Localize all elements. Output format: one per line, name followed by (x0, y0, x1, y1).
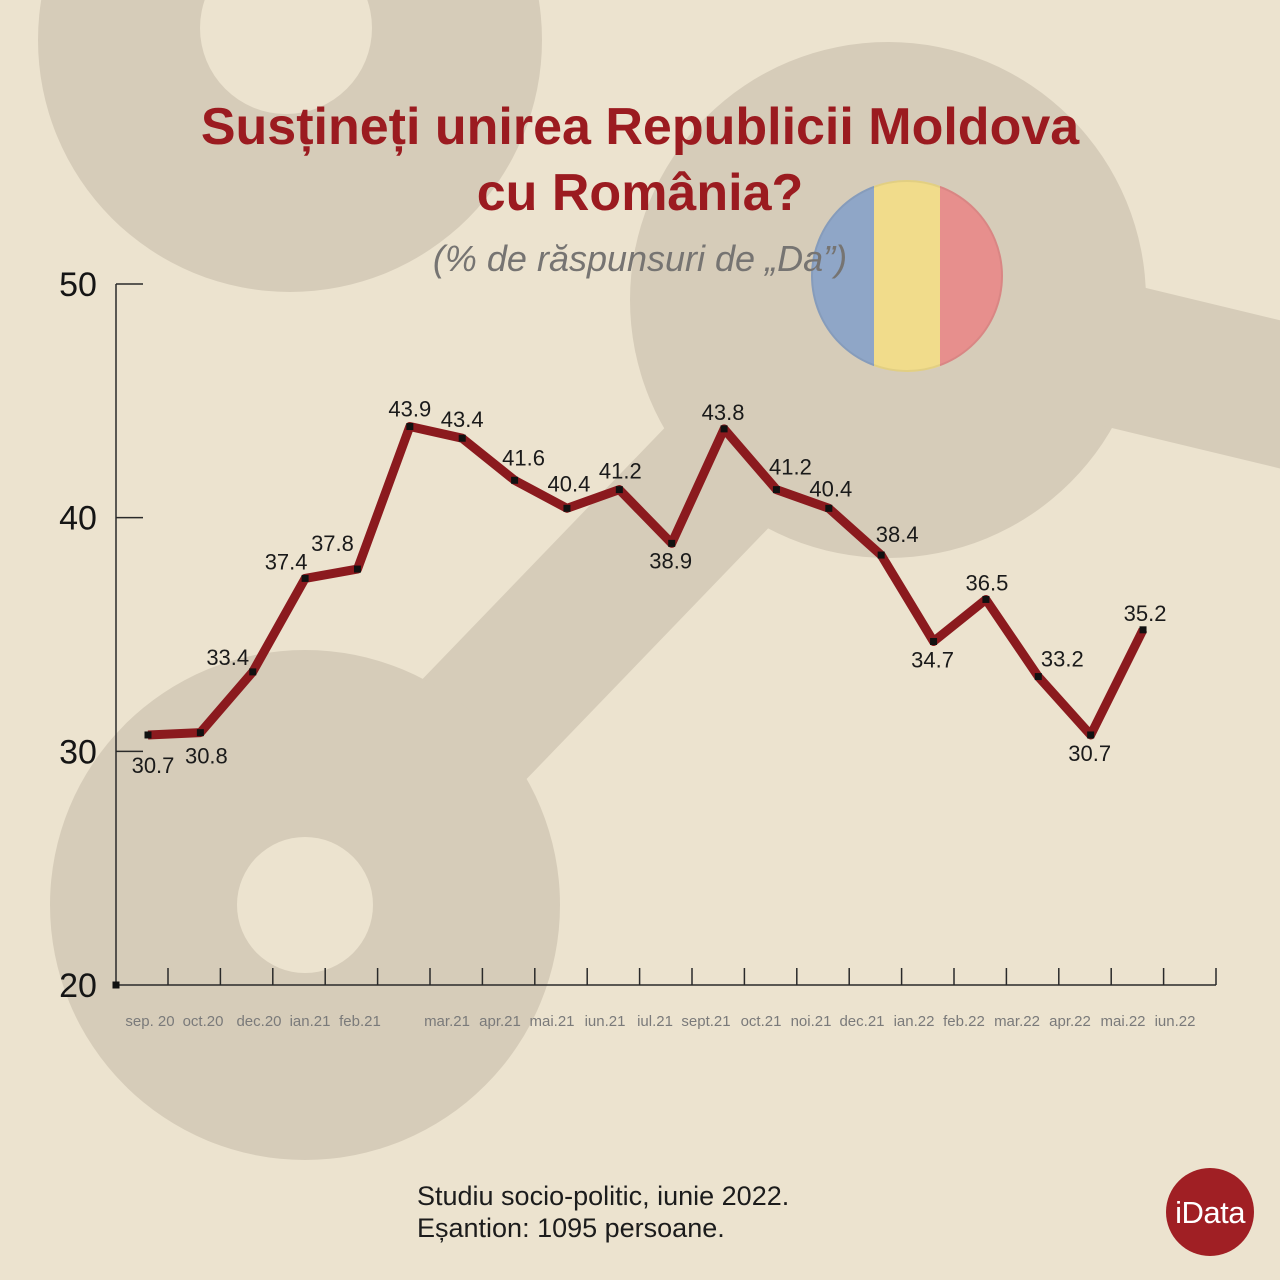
axis-origin-marker (112, 981, 120, 989)
data-point (196, 729, 204, 737)
x-tick-label: iun.21 (585, 1013, 626, 1030)
y-tick-label: 50 (59, 266, 97, 304)
x-tick-label: apr.22 (1049, 1013, 1091, 1030)
data-label: 38.9 (649, 548, 692, 573)
x-tick-label: sept.21 (681, 1013, 730, 1030)
data-label: 34.7 (911, 648, 954, 673)
x-tick-label: feb.21 (339, 1013, 381, 1030)
data-point (1034, 673, 1042, 681)
data-label: 33.4 (206, 645, 249, 670)
data-label: 41.2 (599, 459, 642, 484)
data-point (930, 638, 938, 646)
x-tick-label: iul.21 (637, 1013, 673, 1030)
data-point (772, 486, 780, 494)
x-tick-label: ian.21 (290, 1013, 331, 1030)
data-points (144, 423, 1147, 739)
series-line (147, 422, 1148, 740)
data-point (615, 486, 623, 494)
flag-rim (811, 180, 1003, 372)
data-label: 37.8 (311, 531, 354, 556)
data-point (825, 504, 833, 512)
chart-title-line-2: cu România? (476, 164, 804, 222)
x-tick-label: oct.20 (183, 1013, 224, 1030)
y-tick-label: 30 (59, 733, 97, 771)
decor-hole-top-left (200, 0, 372, 114)
x-tick-label: mar.21 (424, 1013, 470, 1030)
data-label: 33.2 (1041, 647, 1084, 672)
x-tick-label: sep. 20 (125, 1013, 174, 1030)
x-tick-label: dec.21 (839, 1013, 884, 1030)
data-label: 43.9 (388, 397, 431, 422)
data-point (144, 731, 152, 739)
data-label: 30.8 (185, 744, 228, 769)
data-label: 40.4 (548, 471, 591, 496)
romania-flag-icon (811, 180, 1003, 372)
data-label: 30.7 (1068, 741, 1111, 766)
data-point (458, 434, 466, 442)
x-tick-label: ian.22 (894, 1013, 935, 1030)
x-tick-label: iun.22 (1155, 1013, 1196, 1030)
x-axis-labels: sep. 20 oct.20 dec.20 ian.21 feb.21 mar.21 apr… (125, 1013, 1195, 1030)
decor-hole-bottom-left (237, 837, 373, 973)
data-labels: 30.7 30.833.437.437.843.9 43.441.640.441.2… (132, 397, 1167, 778)
flag-stripe-yellow (874, 180, 940, 372)
data-label: 43.8 (702, 400, 745, 425)
data-point (249, 668, 257, 676)
y-tick-label: 20 (59, 967, 97, 1005)
data-point (668, 539, 676, 547)
data-point (353, 565, 361, 573)
data-point (511, 476, 519, 484)
data-point (982, 595, 990, 603)
decor-ring-top-left (38, 0, 542, 292)
y-tick-label: 40 (59, 500, 97, 538)
data-label: 37.4 (265, 549, 308, 574)
x-tick-label: feb.22 (943, 1013, 985, 1030)
series (147, 422, 1148, 740)
chart-subtitle: (% de răspunsuri de „Da”) (432, 238, 848, 279)
data-label: 41.2 (769, 455, 812, 480)
data-point (720, 425, 728, 433)
x-tick-label: oct.21 (741, 1013, 782, 1030)
data-point (1139, 626, 1147, 634)
data-point (563, 504, 571, 512)
data-label: 41.6 (502, 445, 545, 470)
data-label: 38.4 (876, 522, 919, 547)
x-tick-label: dec.20 (236, 1013, 281, 1030)
source-note: Studiu socio-politic, iunie 2022. Eșanti… (417, 1180, 789, 1244)
source-note-sample: Eșantion: 1095 persoane. (417, 1213, 725, 1243)
data-label: 36.5 (966, 570, 1009, 595)
source-note-study: Studiu socio-politic, iunie 2022. (417, 1181, 790, 1211)
x-tick-label: apr.21 (479, 1013, 521, 1030)
x-tick-label: mar.22 (994, 1013, 1040, 1030)
data-label: 40.4 (809, 476, 852, 501)
data-label: 30.7 (132, 753, 175, 778)
idata-logo-text: iData (1175, 1194, 1245, 1230)
chart-title-line-1: Susțineți unirea Republicii Moldova (200, 98, 1080, 156)
data-point (877, 551, 885, 559)
data-label: 35.2 (1124, 601, 1167, 626)
idata-logo: iData (1166, 1168, 1254, 1256)
x-tick-label: mai.21 (529, 1013, 574, 1030)
axes: 20 30 40 50 (59, 266, 1217, 1005)
x-tick-label: mai.22 (1100, 1013, 1145, 1030)
chart-title: Susțineți unirea Republicii Moldova cu R… (0, 94, 1280, 226)
x-tick-label: noi.21 (791, 1013, 832, 1030)
data-label: 43.4 (441, 407, 484, 432)
data-point (1087, 731, 1095, 739)
data-point (406, 423, 414, 431)
data-point (301, 574, 309, 582)
